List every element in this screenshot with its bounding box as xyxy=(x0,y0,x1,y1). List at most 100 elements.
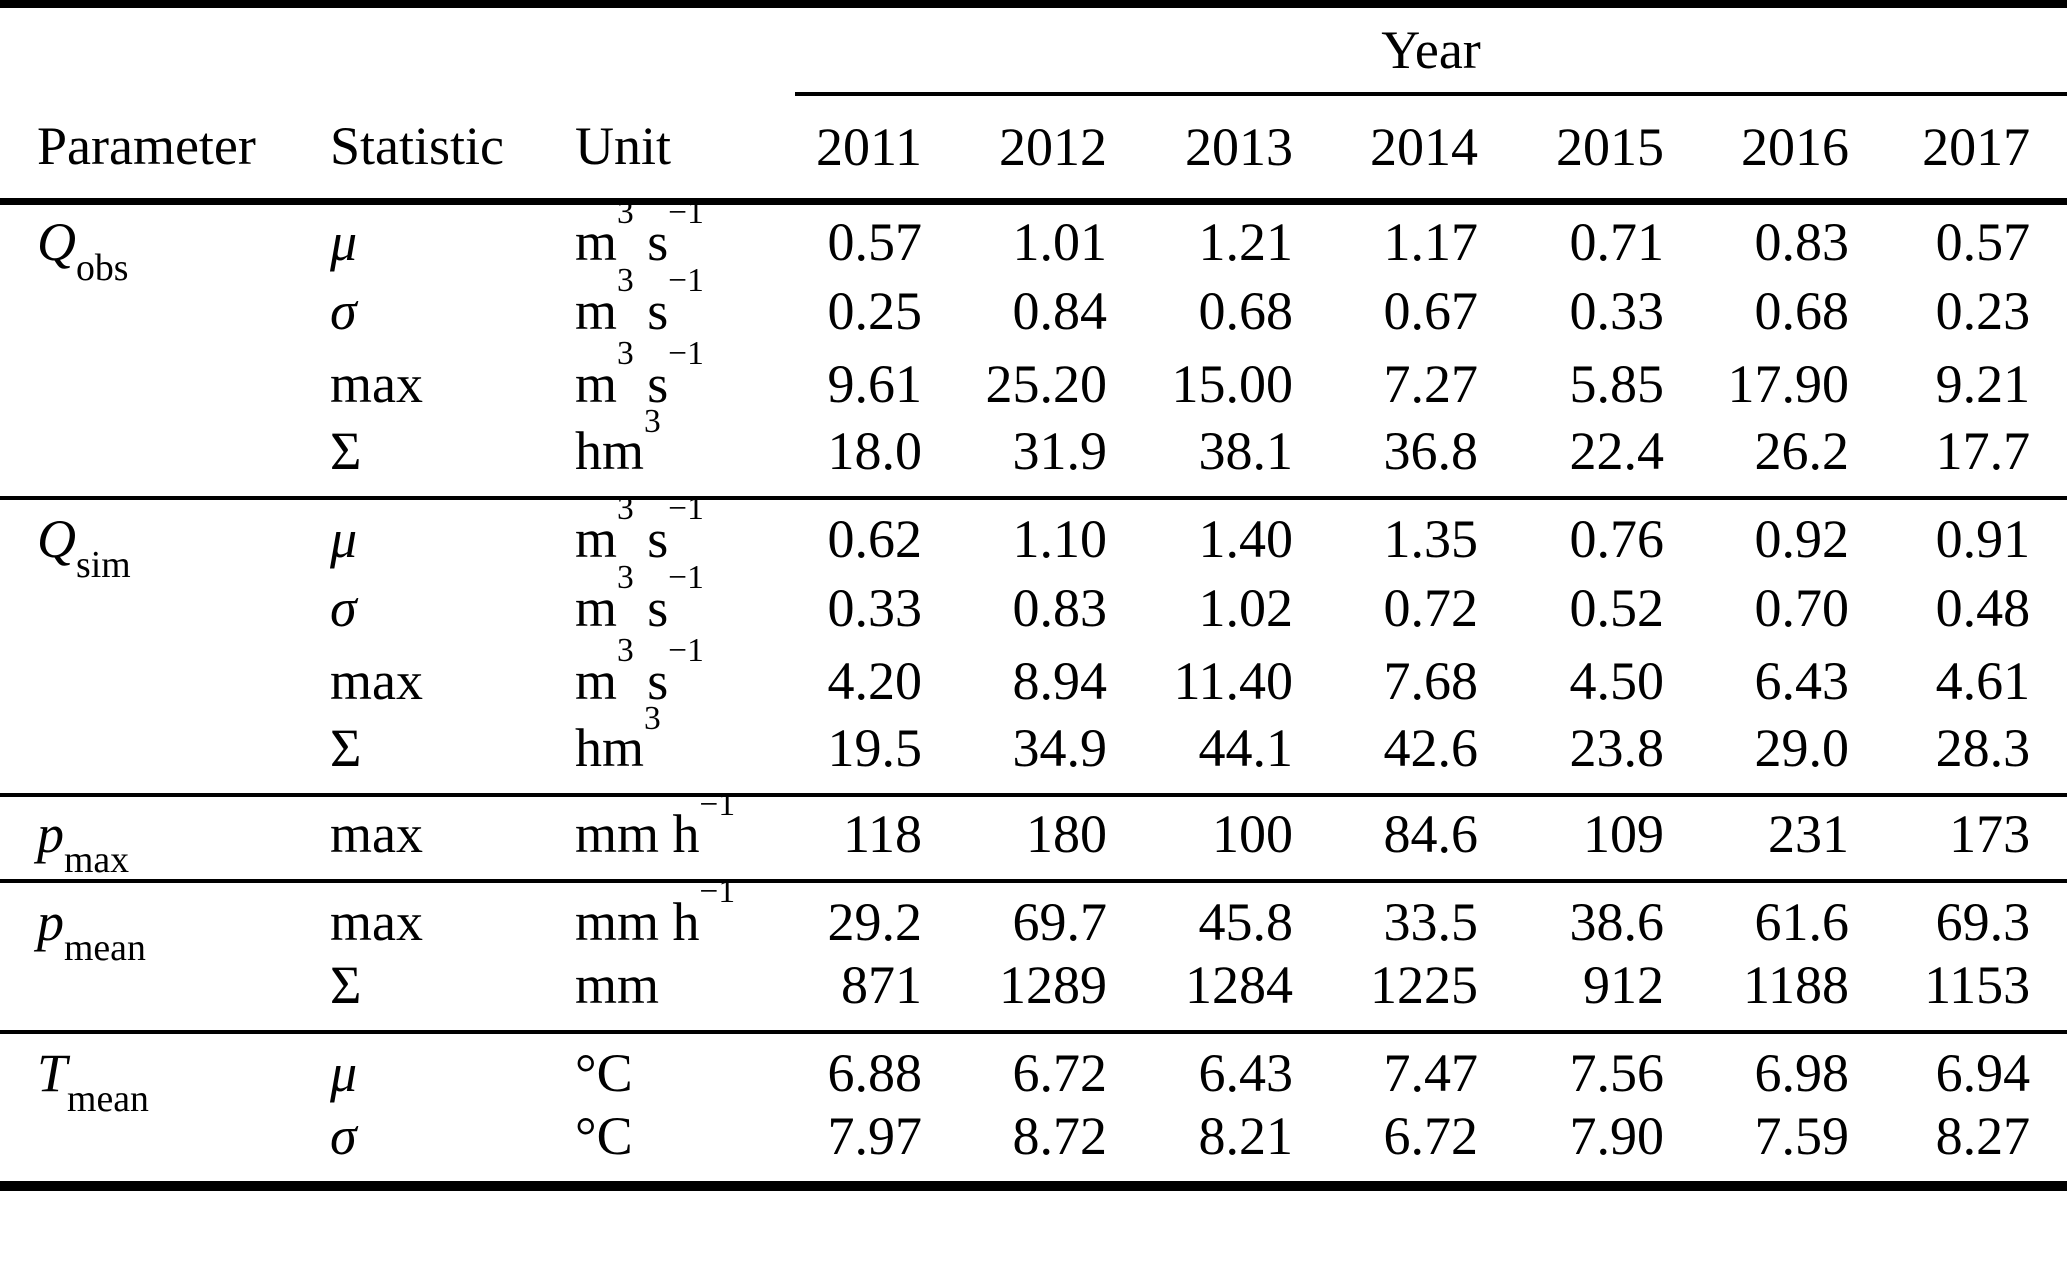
value-cell: 7.59 xyxy=(1754,1106,1850,1166)
value-cell: 0.83 xyxy=(1012,577,1108,638)
unit-label: mm h−1 xyxy=(575,787,795,881)
unit-label: mm xyxy=(575,955,660,1015)
statistic-label: σ xyxy=(330,1106,357,1166)
value-cell: 7.56 xyxy=(1478,1030,1664,1105)
unit-label: m3 s−1 xyxy=(575,335,704,414)
column-header-year: 2013 xyxy=(1107,94,1293,205)
column-header-year: 2015 xyxy=(1478,94,1664,205)
value-cell: 26.2 xyxy=(1754,421,1850,481)
section-T-mean: Tmean μ °C 6.88 6.72 6.43 7.47 7.56 6.98 6.94 σ °C 7… xyxy=(0,1030,2067,1186)
parameter-label: pmax xyxy=(0,793,330,881)
statistic-label: μ xyxy=(330,1030,575,1105)
value-cell: 6.43 xyxy=(1107,1030,1293,1105)
table-row: σ °C 7.97 8.72 8.21 6.72 7.90 7.59 8.27 xyxy=(0,1105,2067,1186)
value-cell: 9.61 xyxy=(827,353,923,414)
parameter-label xyxy=(0,420,330,498)
value-cell: 11.40 xyxy=(1173,650,1294,711)
column-header-year: 2012 xyxy=(922,94,1107,205)
value-cell: 7.68 xyxy=(1383,650,1479,711)
column-label-row: Parameter Statistic Unit 2011 2012 2013 … xyxy=(0,94,2067,205)
value-cell: 1.02 xyxy=(1198,577,1294,638)
table-row: Qobs μ m3 s−1 0.57 1.01 1.21 1.17 0.71 0.83 0.57 xyxy=(0,193,2067,288)
section-Q-sim: Qsim μ m3 s−1 0.62 1.10 1.40 1.35 0.76 0.92 0.91 σ… xyxy=(0,492,2067,795)
section-Q-obs: Qobs μ m3 s−1 0.57 1.01 1.21 1.17 0.71 0.83 0.57 σ… xyxy=(0,193,2067,498)
value-cell: 61.6 xyxy=(1664,879,1849,954)
value-cell: 5.85 xyxy=(1569,353,1665,414)
value-cell: 0.57 xyxy=(827,212,923,273)
column-header-year: 2011 xyxy=(795,94,922,205)
unit-label: mm h−1 xyxy=(575,875,795,954)
value-cell: 0.23 xyxy=(1935,280,2031,341)
statistic-label: σ xyxy=(330,577,357,638)
value-cell: 912 xyxy=(1583,955,1664,1015)
value-cell: 25.20 xyxy=(985,353,1108,414)
value-cell: 17.7 xyxy=(1935,421,2031,481)
value-cell: 28.3 xyxy=(1935,718,2031,778)
unit-label: hm3 xyxy=(575,402,661,481)
value-cell: 0.70 xyxy=(1754,577,1850,638)
value-cell: 18.0 xyxy=(827,421,923,481)
value-cell: 4.61 xyxy=(1935,650,2031,711)
value-cell: 19.5 xyxy=(827,718,923,778)
value-cell: 4.50 xyxy=(1569,650,1665,711)
stats-table: Year Parameter Statistic Unit 2011 2012 … xyxy=(0,0,2067,1191)
year-group-row: Year xyxy=(0,4,2067,96)
column-header-year: 2016 xyxy=(1664,94,1849,205)
value-cell: 1284 xyxy=(1185,955,1293,1015)
value-cell: 173 xyxy=(1849,793,2067,881)
table-row: max m3 s−1 9.61 25.20 15.00 7.27 5.85 17.90 9.21 xyxy=(0,335,2067,420)
value-cell: 871 xyxy=(841,955,922,1015)
value-cell: 0.67 xyxy=(1383,280,1479,341)
value-cell: 33.5 xyxy=(1293,879,1478,954)
table-row: pmax max mm h−1 118 180 100 84.6 109 231 173 xyxy=(0,787,2067,881)
table-row: Tmean μ °C 6.88 6.72 6.43 7.47 7.56 6.98 6.94 xyxy=(0,1030,2067,1118)
header-spacer xyxy=(575,4,795,94)
parameter-label xyxy=(0,571,330,644)
value-cell: 17.90 xyxy=(1727,353,1850,414)
table-row: σ m3 s−1 0.33 0.83 1.02 0.72 0.52 0.70 0.48 xyxy=(0,561,2067,644)
value-cell: 1.35 xyxy=(1293,496,1478,571)
value-cell: 44.1 xyxy=(1198,718,1294,778)
unit-label: m3 s−1 xyxy=(575,492,795,571)
value-cell: 0.68 xyxy=(1198,280,1294,341)
value-cell: 0.48 xyxy=(1935,577,2031,638)
value-cell: 180 xyxy=(922,793,1107,881)
value-cell: 22.4 xyxy=(1569,421,1665,481)
value-cell: 69.3 xyxy=(1849,879,2067,954)
value-cell: 231 xyxy=(1664,793,1849,881)
statistic-label: σ xyxy=(330,280,357,341)
statistic-label: max xyxy=(330,879,575,954)
unit-label: °C xyxy=(575,1030,795,1105)
value-cell: 23.8 xyxy=(1569,718,1665,778)
column-header-parameter: Parameter xyxy=(0,94,330,205)
value-cell: 34.9 xyxy=(1012,718,1108,778)
column-header-year: 2014 xyxy=(1293,94,1478,205)
value-cell: 0.76 xyxy=(1478,496,1664,571)
header-spacer xyxy=(330,4,575,94)
value-cell: 7.47 xyxy=(1293,1030,1478,1105)
value-cell: 38.6 xyxy=(1478,879,1664,954)
statistic-label: μ xyxy=(330,212,358,273)
value-cell: 29.2 xyxy=(795,879,922,954)
value-cell: 0.91 xyxy=(1849,496,2067,571)
unit-label: m3 s−1 xyxy=(575,632,704,711)
section-p-max: pmax max mm h−1 118 180 100 84.6 109 231 173 xyxy=(0,787,2067,881)
value-cell: 0.33 xyxy=(827,577,923,638)
column-header-unit: Unit xyxy=(575,94,795,205)
value-cell: 15.00 xyxy=(1171,353,1294,414)
value-cell: 31.9 xyxy=(1012,421,1108,481)
statistic-label: max xyxy=(330,650,423,711)
value-cell: 29.0 xyxy=(1754,718,1850,778)
unit-label: m3 s−1 xyxy=(575,193,704,273)
value-cell: 6.88 xyxy=(795,1030,922,1105)
value-cell: 0.57 xyxy=(1935,212,2031,273)
value-cell: 0.71 xyxy=(1569,212,1665,273)
column-header-statistic: Statistic xyxy=(330,94,575,205)
value-cell: 0.68 xyxy=(1754,280,1850,341)
value-cell: 8.72 xyxy=(1012,1106,1108,1166)
unit-label: °C xyxy=(575,1106,633,1166)
value-cell: 42.6 xyxy=(1383,718,1479,778)
value-cell: 8.21 xyxy=(1198,1106,1294,1166)
value-cell: 7.90 xyxy=(1569,1106,1665,1166)
